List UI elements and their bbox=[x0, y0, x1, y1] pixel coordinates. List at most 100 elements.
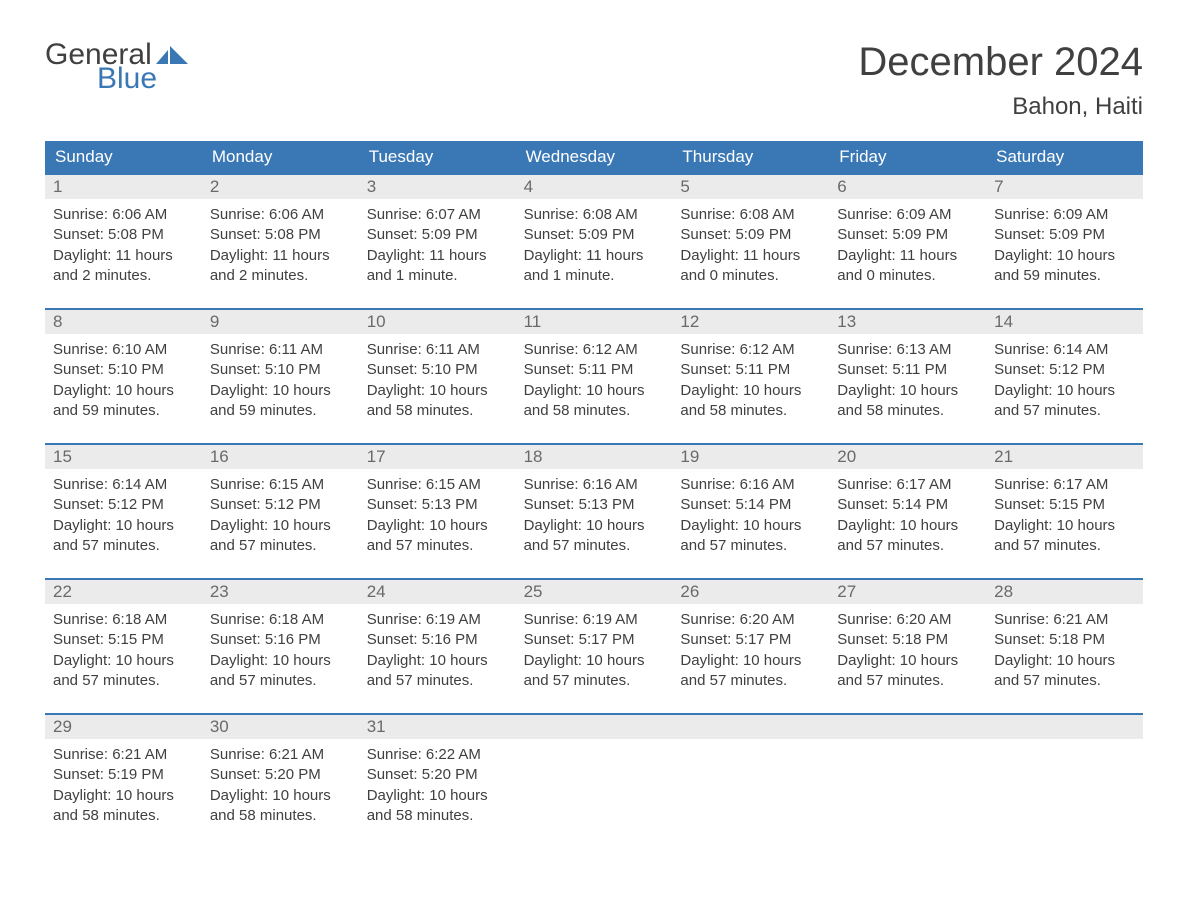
day-number: 12 bbox=[672, 310, 829, 334]
day-sunrise: Sunrise: 6:11 AM bbox=[367, 340, 508, 360]
day-number: 10 bbox=[359, 310, 516, 334]
day-dl1: Daylight: 10 hours bbox=[994, 246, 1135, 266]
day-content-row: Sunrise: 6:10 AMSunset: 5:10 PMDaylight:… bbox=[45, 334, 1143, 425]
day-dl1: Daylight: 10 hours bbox=[367, 651, 508, 671]
day-sunrise: Sunrise: 6:12 AM bbox=[524, 340, 665, 360]
day-number: 15 bbox=[45, 445, 202, 469]
day-dl2: and 58 minutes. bbox=[837, 401, 978, 421]
day-dl2: and 59 minutes. bbox=[210, 401, 351, 421]
day-dl1: Daylight: 10 hours bbox=[53, 381, 194, 401]
day-number-row: 1234567 bbox=[45, 175, 1143, 199]
day-number: 18 bbox=[516, 445, 673, 469]
day-sunrise: Sunrise: 6:15 AM bbox=[367, 475, 508, 495]
day-sunset: Sunset: 5:17 PM bbox=[680, 630, 821, 650]
day-cell: Sunrise: 6:09 AMSunset: 5:09 PMDaylight:… bbox=[986, 199, 1143, 290]
day-cell: Sunrise: 6:15 AMSunset: 5:13 PMDaylight:… bbox=[359, 469, 516, 560]
day-sunset: Sunset: 5:09 PM bbox=[524, 225, 665, 245]
day-dl2: and 58 minutes. bbox=[367, 806, 508, 826]
day-cell: Sunrise: 6:20 AMSunset: 5:17 PMDaylight:… bbox=[672, 604, 829, 695]
day-dl2: and 58 minutes. bbox=[210, 806, 351, 826]
day-cell: Sunrise: 6:21 AMSunset: 5:20 PMDaylight:… bbox=[202, 739, 359, 830]
brand-text-blue: Blue bbox=[97, 64, 188, 94]
day-sunrise: Sunrise: 6:09 AM bbox=[994, 205, 1135, 225]
day-dl2: and 58 minutes. bbox=[53, 806, 194, 826]
day-cell bbox=[516, 739, 673, 830]
day-number: 23 bbox=[202, 580, 359, 604]
day-number: 13 bbox=[829, 310, 986, 334]
day-dl2: and 1 minute. bbox=[524, 266, 665, 286]
day-sunset: Sunset: 5:15 PM bbox=[994, 495, 1135, 515]
day-number: 2 bbox=[202, 175, 359, 199]
dow-saturday: Saturday bbox=[986, 141, 1143, 173]
day-sunrise: Sunrise: 6:22 AM bbox=[367, 745, 508, 765]
day-sunset: Sunset: 5:18 PM bbox=[837, 630, 978, 650]
day-sunset: Sunset: 5:09 PM bbox=[994, 225, 1135, 245]
day-dl1: Daylight: 11 hours bbox=[524, 246, 665, 266]
day-sunset: Sunset: 5:14 PM bbox=[680, 495, 821, 515]
day-number: 20 bbox=[829, 445, 986, 469]
day-number: 9 bbox=[202, 310, 359, 334]
day-number: 5 bbox=[672, 175, 829, 199]
day-sunrise: Sunrise: 6:10 AM bbox=[53, 340, 194, 360]
day-number bbox=[829, 715, 986, 739]
day-cell: Sunrise: 6:16 AMSunset: 5:13 PMDaylight:… bbox=[516, 469, 673, 560]
day-sunrise: Sunrise: 6:21 AM bbox=[210, 745, 351, 765]
day-sunset: Sunset: 5:15 PM bbox=[53, 630, 194, 650]
day-dl2: and 2 minutes. bbox=[210, 266, 351, 286]
day-dl1: Daylight: 10 hours bbox=[524, 651, 665, 671]
day-dl2: and 57 minutes. bbox=[994, 536, 1135, 556]
day-cell: Sunrise: 6:12 AMSunset: 5:11 PMDaylight:… bbox=[672, 334, 829, 425]
dow-tuesday: Tuesday bbox=[359, 141, 516, 173]
day-dl2: and 57 minutes. bbox=[994, 671, 1135, 691]
day-number: 17 bbox=[359, 445, 516, 469]
day-content-row: Sunrise: 6:14 AMSunset: 5:12 PMDaylight:… bbox=[45, 469, 1143, 560]
day-sunset: Sunset: 5:18 PM bbox=[994, 630, 1135, 650]
day-dl1: Daylight: 10 hours bbox=[994, 381, 1135, 401]
day-dl1: Daylight: 11 hours bbox=[210, 246, 351, 266]
day-of-week-header: Sunday Monday Tuesday Wednesday Thursday… bbox=[45, 141, 1143, 173]
day-sunset: Sunset: 5:14 PM bbox=[837, 495, 978, 515]
day-dl1: Daylight: 10 hours bbox=[680, 516, 821, 536]
day-sunrise: Sunrise: 6:17 AM bbox=[994, 475, 1135, 495]
day-sunrise: Sunrise: 6:13 AM bbox=[837, 340, 978, 360]
day-number-row: 891011121314 bbox=[45, 310, 1143, 334]
day-dl2: and 57 minutes. bbox=[837, 536, 978, 556]
day-content-row: Sunrise: 6:21 AM Sunset: 5:19 PM Daylight:… bbox=[45, 739, 1143, 830]
day-sunrise: Sunrise: 6:16 AM bbox=[680, 475, 821, 495]
day-cell: Sunrise: 6:08 AMSunset: 5:09 PMDaylight:… bbox=[672, 199, 829, 290]
day-dl1: Daylight: 10 hours bbox=[524, 381, 665, 401]
day-sunrise: Sunrise: 6:14 AM bbox=[994, 340, 1135, 360]
day-number: 30 bbox=[202, 715, 359, 739]
day-dl2: and 57 minutes. bbox=[367, 536, 508, 556]
day-sunset: Sunset: 5:19 PM bbox=[53, 765, 194, 785]
day-dl2: and 2 minutes. bbox=[53, 266, 194, 286]
day-number: 25 bbox=[516, 580, 673, 604]
day-sunset: Sunset: 5:17 PM bbox=[524, 630, 665, 650]
day-sunrise: Sunrise: 6:19 AM bbox=[524, 610, 665, 630]
day-sunrise: Sunrise: 6:17 AM bbox=[837, 475, 978, 495]
day-number: 16 bbox=[202, 445, 359, 469]
day-sunrise: Sunrise: 6:14 AM bbox=[53, 475, 194, 495]
day-number: 29 bbox=[45, 715, 202, 739]
day-dl1: Daylight: 10 hours bbox=[210, 786, 351, 806]
day-sunrise: Sunrise: 6:16 AM bbox=[524, 475, 665, 495]
day-cell: Sunrise: 6:06 AMSunset: 5:08 PMDaylight:… bbox=[45, 199, 202, 290]
day-sunrise: Sunrise: 6:18 AM bbox=[210, 610, 351, 630]
day-number bbox=[986, 715, 1143, 739]
day-dl1: Daylight: 10 hours bbox=[680, 381, 821, 401]
day-cell bbox=[829, 739, 986, 830]
day-cell: Sunrise: 6:08 AMSunset: 5:09 PMDaylight:… bbox=[516, 199, 673, 290]
day-number: 4 bbox=[516, 175, 673, 199]
day-cell: Sunrise: 6:20 AMSunset: 5:18 PMDaylight:… bbox=[829, 604, 986, 695]
day-cell: Sunrise: 6:13 AMSunset: 5:11 PMDaylight:… bbox=[829, 334, 986, 425]
day-number: 19 bbox=[672, 445, 829, 469]
dow-sunday: Sunday bbox=[45, 141, 202, 173]
day-sunrise: Sunrise: 6:07 AM bbox=[367, 205, 508, 225]
day-dl2: and 1 minute. bbox=[367, 266, 508, 286]
day-number: 27 bbox=[829, 580, 986, 604]
day-sunset: Sunset: 5:10 PM bbox=[53, 360, 194, 380]
day-cell: Sunrise: 6:16 AMSunset: 5:14 PMDaylight:… bbox=[672, 469, 829, 560]
day-content-row: Sunrise: 6:06 AMSunset: 5:08 PMDaylight:… bbox=[45, 199, 1143, 290]
day-number: 21 bbox=[986, 445, 1143, 469]
day-cell: Sunrise: 6:22 AMSunset: 5:20 PMDaylight:… bbox=[359, 739, 516, 830]
